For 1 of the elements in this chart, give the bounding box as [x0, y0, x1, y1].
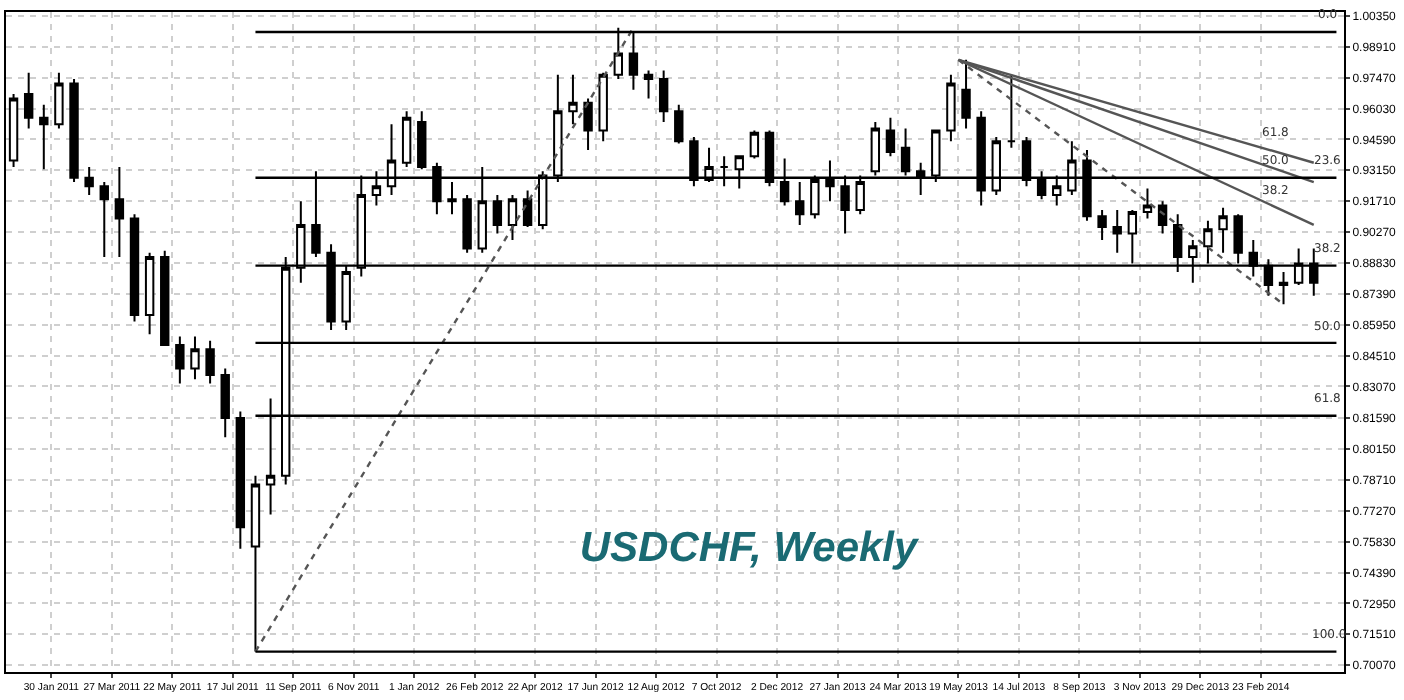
text: USDCHF, Weekly — [579, 525, 921, 572]
